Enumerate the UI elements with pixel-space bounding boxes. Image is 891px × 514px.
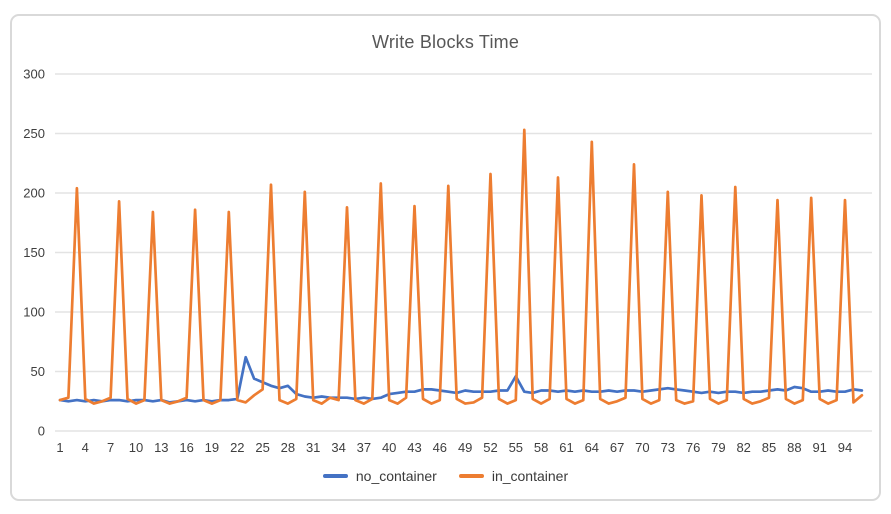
chart-legend: no_container in_container bbox=[12, 468, 879, 484]
line-chart-plot-area: 0 50 100 150 200 250 300 1 4 7 10 13 16 19 22 25 28 31 34 3… bbox=[23, 67, 872, 455]
x-axis-tick-label: 58 bbox=[534, 440, 548, 455]
x-axis-tick-label: 13 bbox=[154, 440, 168, 455]
x-axis-tick-label: 76 bbox=[686, 440, 700, 455]
x-axis-tick-label: 25 bbox=[255, 440, 269, 455]
legend-item-no-container[interactable]: no_container bbox=[322, 468, 437, 484]
chart-title: Write Blocks Time bbox=[371, 32, 520, 52]
legend-label-no-container: no_container bbox=[355, 468, 437, 484]
x-axis-tick-label: 94 bbox=[838, 440, 852, 455]
y-axis-tick-label: 250 bbox=[23, 126, 45, 141]
x-axis-tick-label: 43 bbox=[407, 440, 421, 455]
x-axis-tick-label: 28 bbox=[281, 440, 295, 455]
x-axis-tick-label: 85 bbox=[762, 440, 776, 455]
no-container-line-swatch-icon bbox=[322, 474, 348, 478]
legend-item-in-container[interactable]: in_container bbox=[458, 468, 569, 484]
x-axis-tick-label: 73 bbox=[661, 440, 675, 455]
x-axis-tick-label: 22 bbox=[230, 440, 244, 455]
y-axis-tick-label: 0 bbox=[38, 424, 45, 439]
x-axis-tick-label: 88 bbox=[787, 440, 801, 455]
y-axis-tick-label: 50 bbox=[31, 364, 45, 379]
x-axis-tick-label: 7 bbox=[107, 440, 114, 455]
x-axis-tick-label: 4 bbox=[82, 440, 89, 455]
y-axis-tick-label: 100 bbox=[23, 305, 45, 320]
x-axis-tick-label: 82 bbox=[736, 440, 750, 455]
x-axis-tick-label: 46 bbox=[433, 440, 447, 455]
x-axis-tick-label: 49 bbox=[458, 440, 472, 455]
chart-card: Write Blocks Time 0 50 100 150 200 250 300 1 4 7 1… bbox=[10, 14, 881, 501]
x-axis-tick-label: 67 bbox=[610, 440, 624, 455]
x-axis-tick-label: 1 bbox=[56, 440, 63, 455]
x-axis-tick-label: 10 bbox=[129, 440, 143, 455]
x-axis-tick-label: 37 bbox=[357, 440, 371, 455]
x-axis-tick-label: 64 bbox=[585, 440, 599, 455]
x-axis-tick-label: 55 bbox=[509, 440, 523, 455]
x-axis-tick-label: 61 bbox=[559, 440, 573, 455]
legend-label-in-container: in_container bbox=[491, 468, 569, 484]
x-axis-tick-label: 40 bbox=[382, 440, 396, 455]
y-axis-tick-label: 150 bbox=[23, 245, 45, 260]
x-axis-tick-label: 91 bbox=[812, 440, 826, 455]
y-axis-tick-label: 200 bbox=[23, 186, 45, 201]
y-axis-tick-label: 300 bbox=[23, 67, 45, 82]
x-axis-tick-label: 19 bbox=[205, 440, 219, 455]
x-axis-tick-label: 70 bbox=[635, 440, 649, 455]
x-axis-tick-label: 52 bbox=[483, 440, 497, 455]
in-container-line-swatch-icon bbox=[458, 474, 484, 478]
x-axis-tick-label: 79 bbox=[711, 440, 725, 455]
x-axis-tick-label: 16 bbox=[179, 440, 193, 455]
x-axis-tick-label: 31 bbox=[306, 440, 320, 455]
series-line-in_container bbox=[58, 128, 864, 405]
x-axis-tick-label: 34 bbox=[331, 440, 345, 455]
